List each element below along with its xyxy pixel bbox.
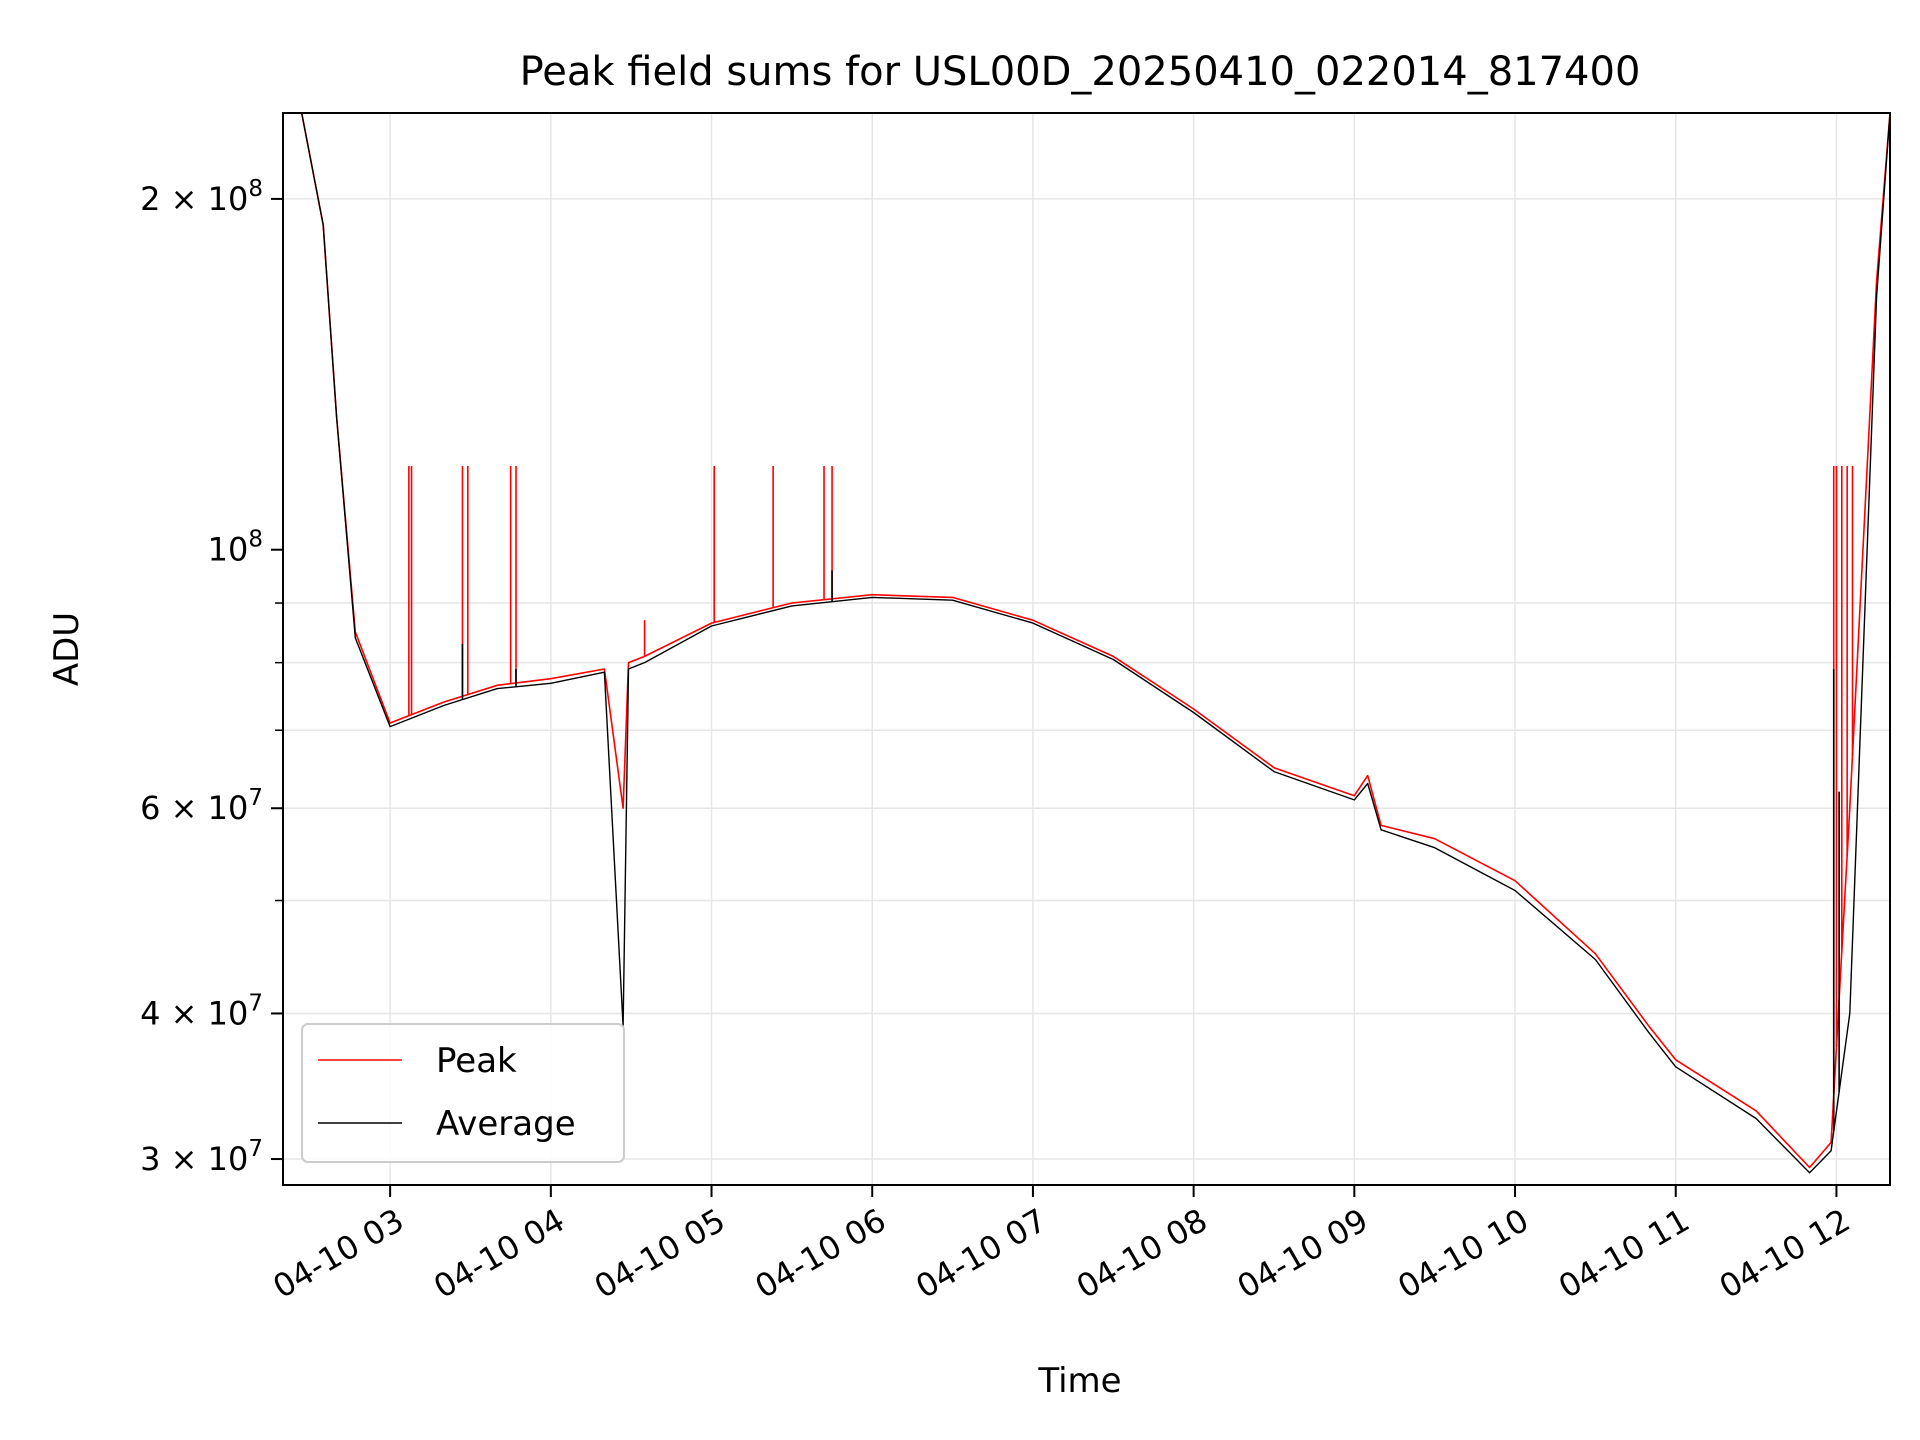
y-tick-label: 108 <box>208 527 263 569</box>
x-axis-label: Time <box>1037 1361 1121 1401</box>
legend-frame <box>301 1023 625 1163</box>
series-line-average <box>301 112 1891 1174</box>
series-lines <box>300 112 1891 1174</box>
series-line-peak <box>300 112 1891 1169</box>
legend-label-average: Average <box>436 1104 576 1144</box>
series-average <box>301 112 1891 1174</box>
y-tick-label: 3 × 107 <box>140 1136 263 1178</box>
y-tick-label: 4 × 107 <box>140 990 263 1032</box>
y-axis-label: ADU <box>47 612 87 686</box>
chart-title: Peak field sums for USL00D_20250410_0220… <box>520 49 1641 95</box>
y-tick-label: 2 × 108 <box>140 176 263 218</box>
plot-frame <box>282 112 1891 1186</box>
legend-label-peak: Peak <box>436 1041 517 1081</box>
y-axis-ticks: 3 × 107 4 × 107 6 × 107 108 2 × 108 <box>140 176 283 1178</box>
legend: Peak Average <box>301 1023 625 1163</box>
y-tick-label: 6 × 107 <box>140 785 263 827</box>
